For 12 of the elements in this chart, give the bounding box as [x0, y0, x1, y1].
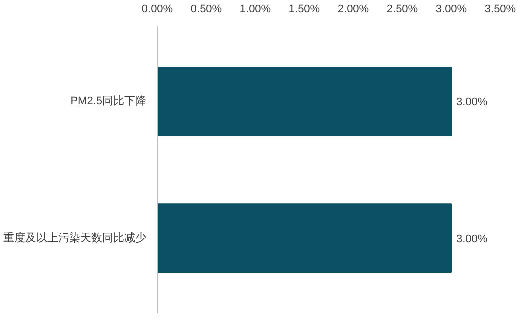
- x-tick-label: 2.00%: [338, 4, 370, 16]
- x-tick-label: 0.50%: [190, 4, 222, 16]
- x-tick-label: 3.00%: [436, 4, 468, 16]
- x-tick-label: 1.00%: [240, 4, 272, 16]
- x-tick-label: 2.50%: [386, 4, 418, 16]
- x-tick-label: 1.50%: [288, 4, 320, 16]
- data-label: 3.00%: [456, 96, 488, 109]
- y-tick-label: 重度及以上污染天数同比减少: [4, 231, 146, 244]
- y-tick-label: PM2.5同比下降: [70, 94, 147, 108]
- data-label: 3.00%: [456, 233, 488, 246]
- x-tick-label: 0.00%: [142, 4, 174, 16]
- x-tick-label: 3.50%: [484, 4, 516, 16]
